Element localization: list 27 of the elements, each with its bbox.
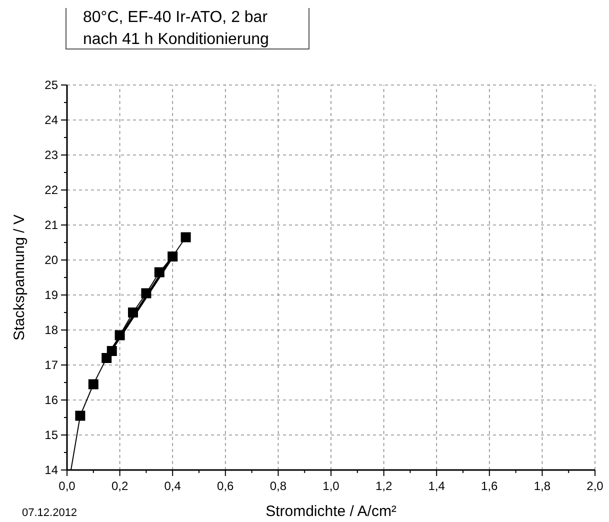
y-tick-label: 17: [44, 358, 58, 372]
x-tick-label: 1,4: [428, 479, 446, 493]
y-tick-label: 18: [44, 323, 58, 337]
x-tick-label: 0,0: [58, 479, 76, 493]
x-tick-label: 0,4: [164, 479, 182, 493]
y-tick-label: 25: [44, 78, 58, 92]
x-axis-title: Stromdichte / A/cm²: [266, 503, 396, 520]
y-tick-label: 23: [44, 148, 58, 162]
x-tick-label: 1,0: [322, 479, 340, 493]
y-tick-label: 20: [44, 253, 58, 267]
y-axis-title: Stackspannung / V: [11, 214, 28, 340]
y-tick-label: 14: [44, 463, 58, 477]
x-tick-label: 0,2: [111, 479, 128, 493]
chart-title: 80°C, EF-40 Ir-ATO, 2 bar nach 41 h Konditionierung: [83, 9, 269, 48]
y-tick-label: 22: [44, 183, 58, 197]
x-tick-label: 0,6: [217, 479, 234, 493]
y-tick-label: 19: [44, 288, 58, 302]
x-tick-label: 0,8: [270, 479, 287, 493]
y-tick-label: 21: [44, 218, 58, 232]
y-tick-label: 16: [44, 393, 58, 407]
x-tick-label: 2,0: [586, 479, 604, 493]
y-tick-label: 15: [44, 428, 58, 442]
x-tick-label: 1,6: [481, 479, 498, 493]
x-tick-label: 1,2: [375, 479, 392, 493]
y-tick-label: 24: [44, 113, 58, 127]
text: 07.12.2012: [22, 507, 78, 519]
x-tick-label: 1,8: [534, 479, 551, 493]
